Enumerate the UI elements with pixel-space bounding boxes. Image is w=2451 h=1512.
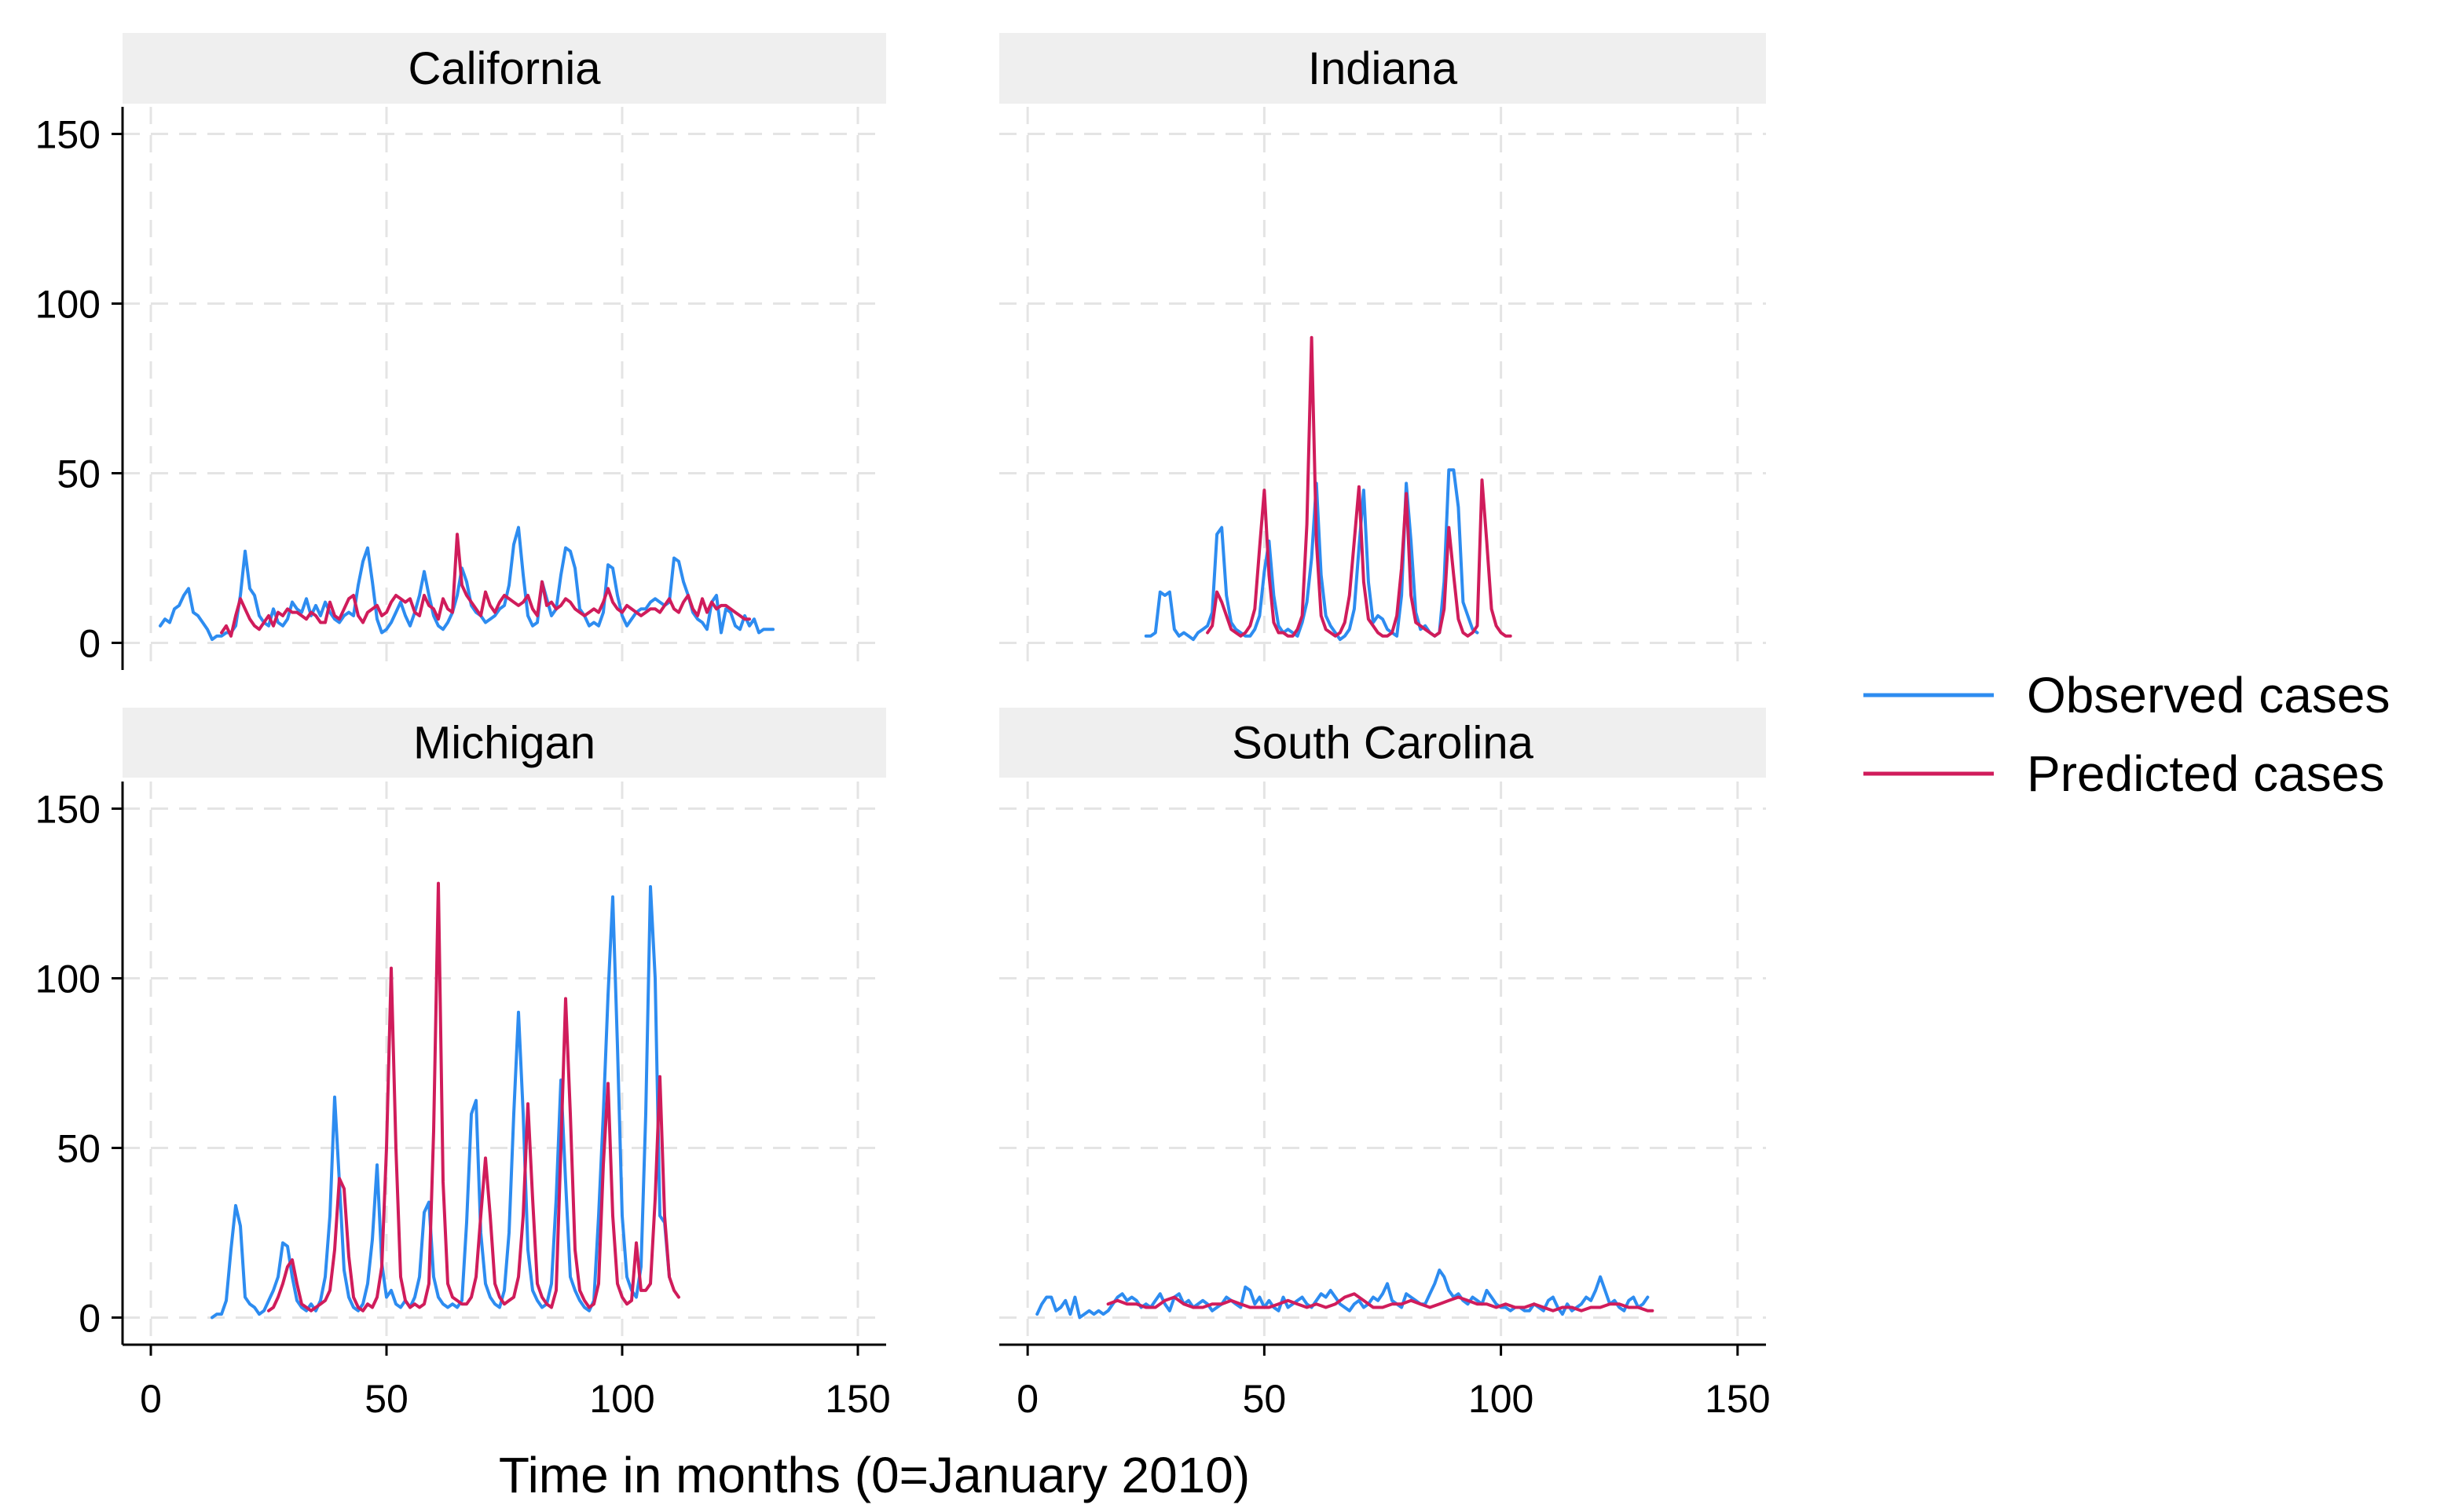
panel-california: California 0 50 100 150 xyxy=(35,33,886,670)
panel-strip-michigan xyxy=(123,708,886,778)
y-tick-label-50: 50 xyxy=(57,1126,101,1170)
x-tick-label-150: 150 xyxy=(825,1377,890,1421)
panel-michigan: Michigan 0 50 100 150 0 50 100 150 xyxy=(35,708,891,1421)
y-tick-label-150: 150 xyxy=(35,788,101,832)
series-line-observed-cases-california xyxy=(159,525,775,642)
x-tick-label-0: 0 xyxy=(140,1377,162,1421)
panel-indiana: Indiana xyxy=(999,33,1766,670)
x-tick-label-150: 150 xyxy=(1705,1377,1770,1421)
y-tick-label-100: 100 xyxy=(35,957,101,1001)
panel-title-michigan: Michigan xyxy=(413,718,595,769)
x-tick-label-0: 0 xyxy=(1017,1377,1039,1421)
series-line-predicted-cases-california xyxy=(220,533,751,638)
y-tick-label-100: 100 xyxy=(35,283,101,327)
series-line-predicted-cases-south-carolina xyxy=(1106,1292,1654,1312)
y-tick-label-50: 50 xyxy=(57,452,101,496)
panel-title-south-carolina: South Carolina xyxy=(1232,718,1533,769)
legend: Observed cases Predicted cases xyxy=(1863,667,2390,802)
legend-label-predicted-cases: Predicted cases xyxy=(2027,745,2384,802)
panels: California 0 50 100 150 Indiana Michigan 0 50 100… xyxy=(35,33,1771,1421)
panel-south-carolina: South Carolina 0 50 100 150 xyxy=(999,708,1771,1421)
panel-strip-south-carolina xyxy=(999,708,1766,778)
x-tick-label-50: 50 xyxy=(1243,1377,1287,1421)
x-axis-title: Time in months (0=January 2010) xyxy=(499,1447,1250,1503)
panel-strip-california xyxy=(123,33,886,104)
panel-strip-indiana xyxy=(999,33,1766,104)
x-tick-label-50: 50 xyxy=(365,1377,408,1421)
series-line-predicted-cases-indiana xyxy=(1206,335,1512,638)
panel-title-indiana: Indiana xyxy=(1308,43,1458,94)
y-tick-label-0: 0 xyxy=(79,1296,101,1340)
series-line-predicted-cases-michigan xyxy=(267,881,680,1312)
legend-label-observed-cases: Observed cases xyxy=(2027,667,2390,723)
panel-title-california: California xyxy=(408,43,602,94)
x-tick-label-100: 100 xyxy=(589,1377,654,1421)
y-tick-label-150: 150 xyxy=(35,113,101,157)
y-tick-label-0: 0 xyxy=(79,621,101,665)
x-tick-label-100: 100 xyxy=(1468,1377,1533,1421)
